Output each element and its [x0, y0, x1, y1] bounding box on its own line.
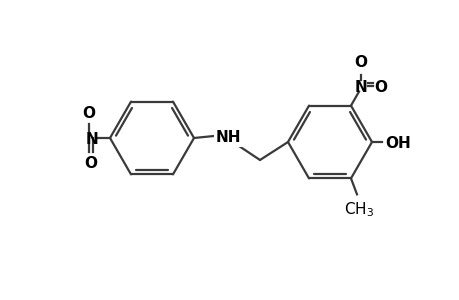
Text: N: N [354, 80, 367, 94]
Text: O: O [374, 80, 386, 94]
Text: CH$_3$: CH$_3$ [343, 200, 373, 219]
Text: O: O [82, 106, 95, 121]
Text: NH: NH [216, 130, 241, 145]
Text: O: O [354, 55, 367, 70]
Text: OH: OH [384, 136, 410, 151]
Text: N: N [85, 132, 98, 147]
Text: O: O [84, 156, 97, 171]
